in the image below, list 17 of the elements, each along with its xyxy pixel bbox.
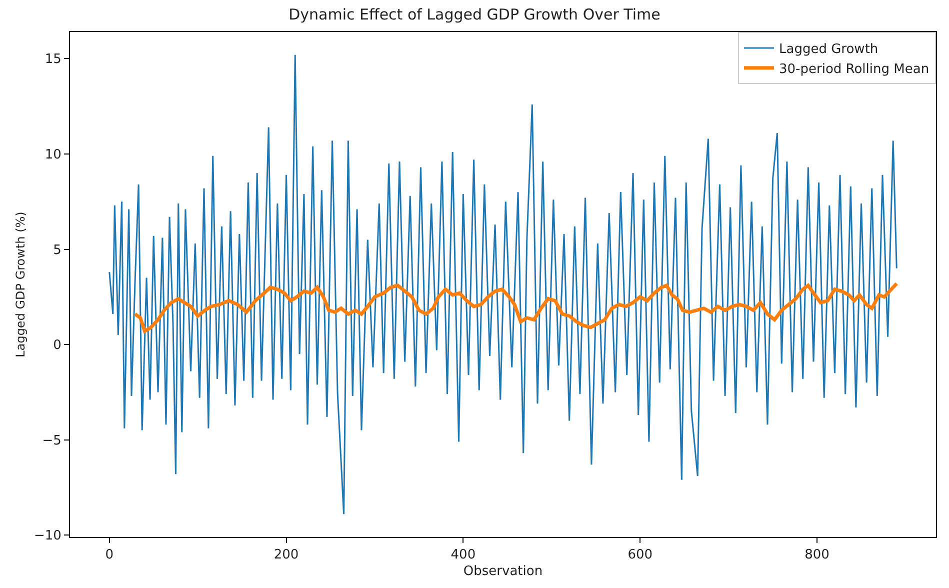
legend-label: Lagged Growth (779, 42, 878, 58)
x-tick-label: 600 (628, 548, 653, 563)
x-axis-title: Observation (463, 564, 543, 580)
line-series (133, 282, 898, 333)
legend-label: 30-period Rolling Mean (779, 62, 930, 77)
y-tick-label: −10 (34, 528, 62, 544)
x-tick-label: 0 (105, 548, 114, 563)
y-tick-label: 0 (53, 338, 62, 354)
x-tick-label: 400 (450, 548, 476, 563)
y-tick-label: −5 (42, 433, 62, 448)
y-tick-label: 5 (53, 242, 62, 258)
y-tick-label: 15 (44, 52, 62, 68)
y-axis-title: Lagged GDP Growth (%) (13, 212, 28, 358)
chart-title: Dynamic Effect of Lagged GDP Growth Over Time (288, 5, 660, 24)
y-tick-label: 10 (44, 148, 62, 163)
x-tick-label: 800 (804, 548, 830, 563)
x-tick-label: 200 (274, 548, 299, 563)
